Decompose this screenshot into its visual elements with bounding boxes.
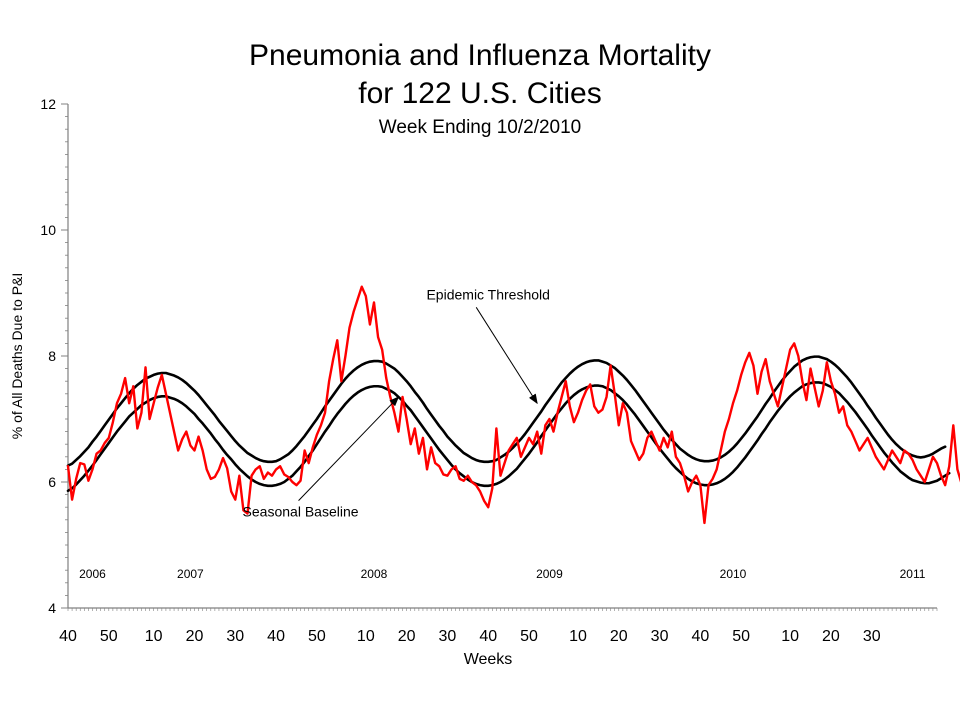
epidemic-threshold-label: Epidemic Threshold — [426, 286, 549, 302]
chart-week-ending: Week Ending 10/2/2010 — [378, 117, 582, 138]
series-lines — [66, 285, 960, 525]
x-axis: 40 50 10 20 30 40 50 10 20 30 40 50 10 20 30 40 50 10 20 30 — [59, 607, 938, 645]
chart-subtitle: for 122 U.S. Cities — [358, 77, 602, 110]
x-tick-label: 40 — [479, 628, 497, 645]
p-i-mortality-line — [66, 285, 960, 525]
annotations: Epidemic Threshold Seasonal Baseline — [243, 286, 550, 519]
x-tick-label: 50 — [100, 628, 118, 645]
chart-title: Pneumonia and Influenza Mortality — [249, 39, 711, 72]
y-tick-label: 4 — [48, 600, 56, 616]
year-labels: 2006 2007 2008 2009 2010 2011 — [79, 567, 926, 581]
x-tick-label: 10 — [781, 628, 799, 645]
y-tick-label: 10 — [40, 222, 56, 238]
year-label: 2007 — [177, 567, 204, 581]
x-tick-label: 20 — [186, 628, 204, 645]
year-label: 2010 — [720, 567, 747, 581]
seasonal-baseline-arrow — [298, 396, 400, 501]
x-tick-label: 50 — [308, 628, 326, 645]
x-tick-label: 30 — [651, 628, 669, 645]
x-tick-label: 30 — [226, 628, 244, 645]
year-label: 2011 — [900, 567, 926, 581]
y-axis-label: % of All Deaths Due to P&I — [9, 273, 25, 440]
y-tick-label: 12 — [40, 96, 56, 112]
year-label: 2008 — [361, 567, 388, 581]
x-tick-label: 10 — [145, 628, 163, 645]
epidemic-threshold-arrow — [475, 307, 538, 405]
x-tick-label: 20 — [822, 628, 840, 645]
x-tick-label: 10 — [357, 628, 375, 645]
x-tick-label: 30 — [863, 628, 881, 645]
x-tick-label: 30 — [439, 628, 457, 645]
year-label: 2006 — [79, 567, 106, 581]
y-tick-label: 8 — [48, 348, 56, 364]
x-axis-label: Weeks — [464, 651, 513, 668]
x-tick-label: 40 — [267, 628, 285, 645]
y-tick-label: 6 — [48, 474, 56, 490]
x-tick-label: 10 — [569, 628, 587, 645]
epidemic-threshold-line — [66, 355, 947, 467]
x-tick-label: 40 — [691, 628, 709, 645]
x-tick-label: 50 — [520, 628, 538, 645]
x-tick-label: 20 — [398, 628, 416, 645]
year-label: 2009 — [536, 567, 563, 581]
y-axis: 4 6 8 10 12 — [40, 96, 69, 616]
x-tick-label: 20 — [610, 628, 628, 645]
x-tick-label: 40 — [59, 628, 77, 645]
x-tick-label: 50 — [732, 628, 750, 645]
seasonal-baseline-label: Seasonal Baseline — [243, 504, 359, 520]
